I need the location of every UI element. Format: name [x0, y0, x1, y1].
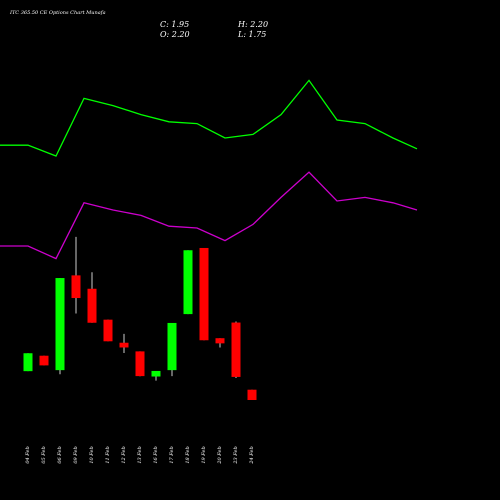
candle-23-feb: [231, 321, 241, 378]
close-label: C: 1.95: [160, 20, 189, 29]
x-tick-labels: 04 Feb 05 Feb 06 Feb 09 Feb 10 Feb 11 Feb 12 F…: [25, 446, 255, 464]
x-tick-label: 13 Feb: [137, 446, 143, 463]
x-tick-label: 11 Feb: [105, 446, 111, 463]
candle-11-feb: [103, 319, 113, 342]
candles-group: [23, 236, 257, 400]
candle-body-bearish: [247, 389, 257, 400]
x-tick-label: 04 Feb: [25, 446, 31, 463]
candle-body-bullish: [23, 353, 33, 372]
candle-17-feb: [167, 322, 177, 377]
candle-body-bearish: [199, 247, 209, 341]
candle-05-feb: [39, 355, 49, 366]
x-tick-label: 19 Feb: [201, 446, 207, 463]
candle-body-bearish: [215, 338, 225, 344]
high-label: H: 2.20: [237, 20, 268, 29]
candle-06-feb: [55, 278, 65, 375]
x-tick-label: 05 Feb: [41, 446, 47, 463]
candle-12-feb: [119, 333, 129, 354]
upper-indicator-line: [0, 79, 418, 157]
x-tick-label: 09 Feb: [73, 446, 79, 463]
x-tick-label: 23 Feb: [233, 446, 239, 464]
indicator-lines: [0, 79, 418, 260]
candle-body-bullish: [151, 370, 161, 377]
candle-04-feb: [23, 353, 33, 372]
candle-09-feb: [71, 236, 81, 314]
candle-24-feb: [247, 389, 257, 400]
candle-body-bearish: [119, 342, 129, 348]
candle-10-feb: [87, 272, 97, 323]
candle-body-bearish: [135, 351, 145, 377]
candle-body-bullish: [167, 322, 177, 371]
candle-20-feb: [215, 338, 225, 348]
x-tick-label: 24 Feb: [249, 446, 255, 464]
candle-13-feb: [135, 351, 145, 377]
x-tick-label: 12 Feb: [121, 446, 127, 463]
x-tick-label: 17 Feb: [169, 446, 175, 463]
candle-body-bearish: [103, 319, 113, 342]
x-tick-label: 10 Feb: [89, 446, 95, 463]
candle-body-bullish: [55, 278, 65, 371]
low-label: L: 1.75: [237, 30, 266, 39]
x-tick-label: 06 Feb: [57, 446, 63, 463]
x-tick-label: 18 Feb: [185, 446, 191, 463]
x-tick-label: 20 Feb: [217, 446, 223, 464]
candle-body-bearish: [87, 288, 97, 323]
x-tick-label: 16 Feb: [153, 446, 159, 463]
candle-body-bearish: [71, 275, 81, 299]
candle-body-bearish: [39, 355, 49, 366]
lower-indicator-line: [0, 171, 418, 260]
candle-body-bullish: [183, 250, 193, 315]
chart-title: ITC 365.50 CE Options Chart Munafa: [9, 10, 106, 16]
open-label: O: 2.20: [160, 30, 190, 39]
candle-19-feb: [199, 247, 209, 341]
candle-body-bearish: [231, 322, 241, 377]
candle-16-feb: [151, 370, 161, 381]
candle-18-feb: [183, 250, 193, 315]
